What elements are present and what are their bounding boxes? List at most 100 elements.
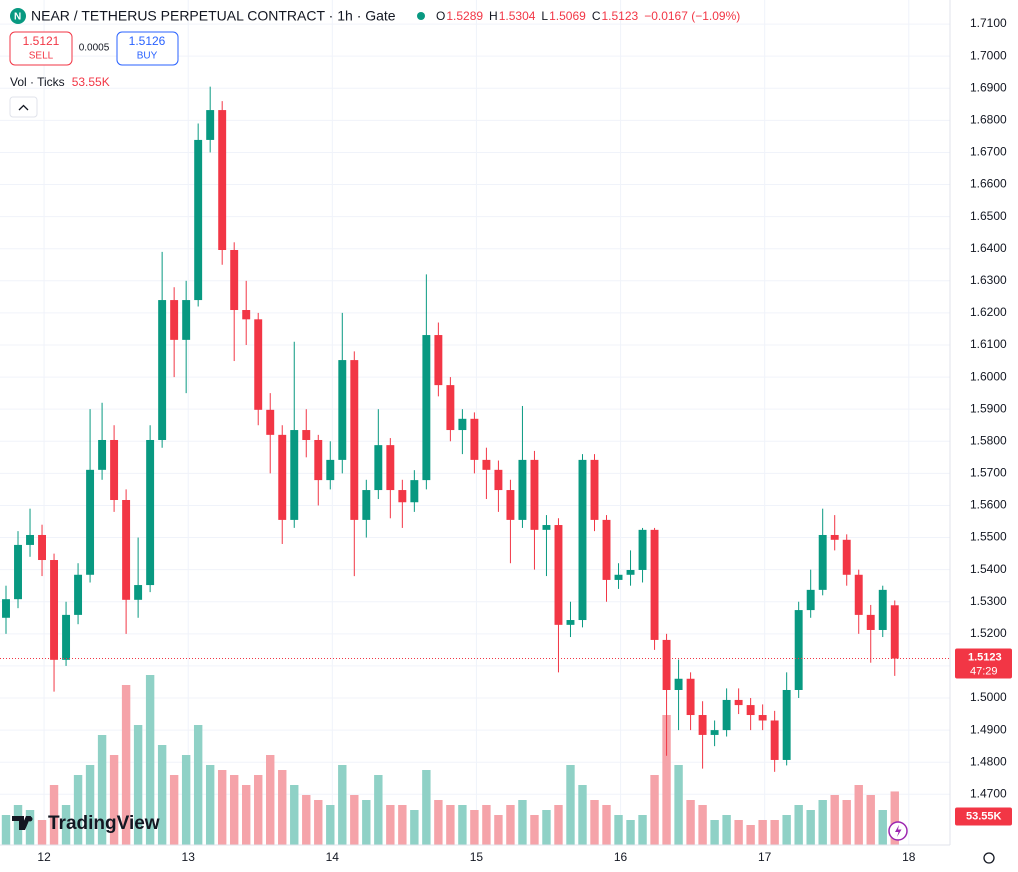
candle-body xyxy=(866,614,875,630)
volume-bar xyxy=(878,810,887,845)
c-label: C xyxy=(592,9,601,23)
volume-bar xyxy=(350,795,359,845)
candle-body xyxy=(458,418,467,431)
o-value: 1.5289 xyxy=(446,9,483,23)
y-tick-label: 1.6200 xyxy=(970,305,1007,319)
buy-button[interactable] xyxy=(116,31,179,66)
y-tick-label: 1.6400 xyxy=(970,241,1007,255)
candle-body xyxy=(542,525,551,530)
y-tick-label: 1.6100 xyxy=(970,337,1007,351)
volume-bar xyxy=(578,785,587,845)
volume-bar xyxy=(338,765,347,845)
volume-bar xyxy=(446,805,455,845)
candle-body xyxy=(722,699,731,731)
candle-body xyxy=(410,480,419,503)
symbol-logo xyxy=(10,8,26,24)
volume-bar xyxy=(494,815,503,845)
h-value: 1.5304 xyxy=(499,9,536,23)
candle-body xyxy=(266,409,275,435)
volume-name: Vol · Ticks xyxy=(10,75,65,89)
candle-body xyxy=(830,534,839,540)
volume-bar xyxy=(626,820,635,845)
candle-body xyxy=(470,418,479,460)
y-tick-label: 1.6000 xyxy=(970,369,1007,383)
y-tick-label: 1.4900 xyxy=(970,722,1007,736)
sell-button[interactable] xyxy=(9,31,73,66)
x-tick-label: 18 xyxy=(902,850,916,864)
candle-body xyxy=(530,459,539,530)
volume-bar xyxy=(242,785,251,845)
volume-bar xyxy=(890,791,899,845)
volume-bar xyxy=(386,805,395,845)
candle-body xyxy=(806,589,815,611)
volume-bar xyxy=(278,770,287,845)
volume-bar xyxy=(157,745,167,845)
candle-body xyxy=(734,699,743,706)
volume-bar xyxy=(746,825,755,845)
candle-body xyxy=(350,360,359,520)
volume-bar xyxy=(614,815,623,845)
volume-bar xyxy=(362,800,371,845)
volume-bar xyxy=(302,795,311,845)
y-tick-label: 1.4800 xyxy=(970,754,1007,768)
volume-bar xyxy=(662,715,671,845)
volume-bar xyxy=(97,735,107,845)
candle-body xyxy=(782,689,791,760)
settings-button[interactable] xyxy=(983,852,995,864)
candle-body xyxy=(398,490,407,503)
volume-bar xyxy=(710,820,719,845)
volume-bar xyxy=(866,795,875,845)
volume-bar xyxy=(542,810,551,845)
volume-bar xyxy=(530,815,539,845)
price-tag xyxy=(955,648,1012,679)
candle-body xyxy=(602,519,611,580)
volume-bar xyxy=(806,810,815,845)
y-tick-label: 1.5600 xyxy=(970,498,1007,512)
volume-bar xyxy=(314,800,323,845)
candle-body xyxy=(854,574,863,615)
volume-bar xyxy=(506,805,515,845)
countdown: 47:29 xyxy=(970,665,998,677)
x-tick-label: 13 xyxy=(182,850,196,864)
candle-body xyxy=(170,300,179,340)
y-tick-label: 1.7100 xyxy=(970,16,1007,30)
volume-bar xyxy=(133,725,143,845)
candle-body xyxy=(674,678,683,690)
l-label: L xyxy=(541,9,548,23)
candle-body xyxy=(110,439,119,501)
sell-label: SELL xyxy=(29,51,54,62)
candle-body xyxy=(446,385,455,431)
candle-body xyxy=(134,585,143,600)
candle-body xyxy=(2,599,10,618)
volume-bar xyxy=(326,805,335,845)
candle-body xyxy=(662,639,671,690)
volume-bar xyxy=(602,805,611,845)
candle-body xyxy=(758,715,767,721)
collapse-button[interactable] xyxy=(9,96,38,118)
y-tick-label: 1.6900 xyxy=(970,80,1007,94)
candle-body xyxy=(710,730,719,735)
candle-layer xyxy=(0,86,950,772)
volume-bar xyxy=(842,800,851,845)
flash-icon xyxy=(895,825,902,837)
volume-bar xyxy=(818,800,827,845)
volume-bar xyxy=(61,805,71,845)
y-tick-label: 1.6700 xyxy=(970,145,1007,159)
volume-bar xyxy=(193,725,203,845)
candle-body xyxy=(494,469,503,491)
candle-body xyxy=(194,139,203,301)
volume-bar xyxy=(374,775,383,845)
candle-body xyxy=(50,560,59,660)
change: −0.0167 (−1.09%) xyxy=(644,9,740,23)
y-tick-label: 1.5300 xyxy=(970,594,1007,608)
ohlc: O1.5289 H1.5304 L1.5069 C1.5123 −0.0167 (−1.… xyxy=(436,9,740,23)
candle-body xyxy=(38,534,46,561)
buy-price: 1.5126 xyxy=(129,34,166,48)
candle-body xyxy=(650,529,659,640)
volume-bar xyxy=(734,820,743,845)
volume-value: 53.55K xyxy=(72,75,110,89)
candle-body xyxy=(890,605,899,659)
candle-body xyxy=(62,614,71,660)
candle-body xyxy=(122,500,131,600)
